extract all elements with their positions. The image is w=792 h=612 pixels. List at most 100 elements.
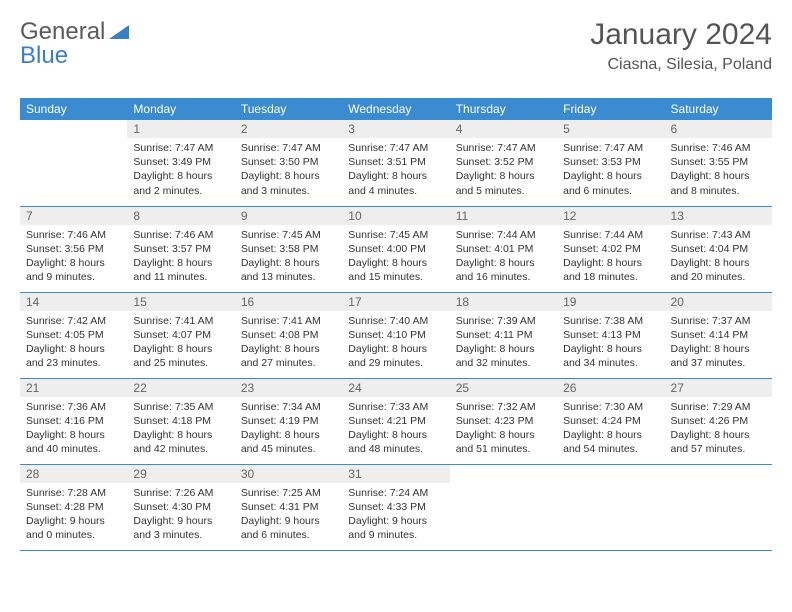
day-number: 15 bbox=[127, 293, 234, 311]
calendar-week-row: 14Sunrise: 7:42 AMSunset: 4:05 PMDayligh… bbox=[20, 292, 772, 378]
weekday-header: Friday bbox=[557, 98, 664, 120]
day-details: Sunrise: 7:32 AMSunset: 4:23 PMDaylight:… bbox=[450, 397, 557, 460]
calendar-day-cell: 20Sunrise: 7:37 AMSunset: 4:14 PMDayligh… bbox=[665, 292, 772, 378]
logo-triangle-icon bbox=[109, 23, 129, 39]
calendar-day-cell: 18Sunrise: 7:39 AMSunset: 4:11 PMDayligh… bbox=[450, 292, 557, 378]
day-details: Sunrise: 7:40 AMSunset: 4:10 PMDaylight:… bbox=[342, 311, 449, 374]
calendar-day-cell: . bbox=[20, 120, 127, 206]
day-details: Sunrise: 7:39 AMSunset: 4:11 PMDaylight:… bbox=[450, 311, 557, 374]
day-number: 23 bbox=[235, 379, 342, 397]
day-number: 17 bbox=[342, 293, 449, 311]
weekday-header: Monday bbox=[127, 98, 234, 120]
weekday-header: Thursday bbox=[450, 98, 557, 120]
calendar-day-cell: 8Sunrise: 7:46 AMSunset: 3:57 PMDaylight… bbox=[127, 206, 234, 292]
day-number: 28 bbox=[20, 465, 127, 483]
calendar-day-cell: 29Sunrise: 7:26 AMSunset: 4:30 PMDayligh… bbox=[127, 464, 234, 550]
logo-blue-text: Blue bbox=[20, 42, 68, 70]
day-number: 10 bbox=[342, 207, 449, 225]
day-number: 1 bbox=[127, 120, 234, 138]
calendar-week-row: 21Sunrise: 7:36 AMSunset: 4:16 PMDayligh… bbox=[20, 378, 772, 464]
calendar-day-cell: 11Sunrise: 7:44 AMSunset: 4:01 PMDayligh… bbox=[450, 206, 557, 292]
calendar-day-cell: 3Sunrise: 7:47 AMSunset: 3:51 PMDaylight… bbox=[342, 120, 449, 206]
day-details: Sunrise: 7:25 AMSunset: 4:31 PMDaylight:… bbox=[235, 483, 342, 546]
day-details: Sunrise: 7:28 AMSunset: 4:28 PMDaylight:… bbox=[20, 483, 127, 546]
day-number: 18 bbox=[450, 293, 557, 311]
day-number: 8 bbox=[127, 207, 234, 225]
calendar-week-row: 28Sunrise: 7:28 AMSunset: 4:28 PMDayligh… bbox=[20, 464, 772, 550]
day-number: 19 bbox=[557, 293, 664, 311]
day-number: 22 bbox=[127, 379, 234, 397]
day-number: 25 bbox=[450, 379, 557, 397]
day-details: Sunrise: 7:46 AMSunset: 3:55 PMDaylight:… bbox=[665, 138, 772, 201]
day-number: 4 bbox=[450, 120, 557, 138]
day-details: Sunrise: 7:47 AMSunset: 3:50 PMDaylight:… bbox=[235, 138, 342, 201]
calendar-day-cell: 12Sunrise: 7:44 AMSunset: 4:02 PMDayligh… bbox=[557, 206, 664, 292]
calendar-day-cell: 22Sunrise: 7:35 AMSunset: 4:18 PMDayligh… bbox=[127, 378, 234, 464]
day-details: Sunrise: 7:47 AMSunset: 3:53 PMDaylight:… bbox=[557, 138, 664, 201]
day-details: Sunrise: 7:46 AMSunset: 3:56 PMDaylight:… bbox=[20, 225, 127, 288]
calendar-day-cell: 16Sunrise: 7:41 AMSunset: 4:08 PMDayligh… bbox=[235, 292, 342, 378]
day-number: 31 bbox=[342, 465, 449, 483]
day-details: Sunrise: 7:35 AMSunset: 4:18 PMDaylight:… bbox=[127, 397, 234, 460]
calendar-day-cell: 2Sunrise: 7:47 AMSunset: 3:50 PMDaylight… bbox=[235, 120, 342, 206]
day-number: 26 bbox=[557, 379, 664, 397]
title-block: January 2024 Ciasna, Silesia, Poland bbox=[590, 18, 772, 74]
day-number: 7 bbox=[20, 207, 127, 225]
calendar-day-cell: 19Sunrise: 7:38 AMSunset: 4:13 PMDayligh… bbox=[557, 292, 664, 378]
day-details: Sunrise: 7:47 AMSunset: 3:52 PMDaylight:… bbox=[450, 138, 557, 201]
calendar-day-cell: 27Sunrise: 7:29 AMSunset: 4:26 PMDayligh… bbox=[665, 378, 772, 464]
day-number: 29 bbox=[127, 465, 234, 483]
day-details: Sunrise: 7:43 AMSunset: 4:04 PMDaylight:… bbox=[665, 225, 772, 288]
header: General January 2024 Ciasna, Silesia, Po… bbox=[20, 18, 772, 74]
day-number: 5 bbox=[557, 120, 664, 138]
day-details: Sunrise: 7:47 AMSunset: 3:51 PMDaylight:… bbox=[342, 138, 449, 201]
calendar-day-cell: 17Sunrise: 7:40 AMSunset: 4:10 PMDayligh… bbox=[342, 292, 449, 378]
calendar-day-cell: 23Sunrise: 7:34 AMSunset: 4:19 PMDayligh… bbox=[235, 378, 342, 464]
weekday-header: Wednesday bbox=[342, 98, 449, 120]
day-number: 2 bbox=[235, 120, 342, 138]
calendar-day-cell: 25Sunrise: 7:32 AMSunset: 4:23 PMDayligh… bbox=[450, 378, 557, 464]
weekday-header: Sunday bbox=[20, 98, 127, 120]
day-number: 27 bbox=[665, 379, 772, 397]
calendar-day-cell: 9Sunrise: 7:45 AMSunset: 3:58 PMDaylight… bbox=[235, 206, 342, 292]
calendar-day-cell: 24Sunrise: 7:33 AMSunset: 4:21 PMDayligh… bbox=[342, 378, 449, 464]
day-number: 24 bbox=[342, 379, 449, 397]
day-number: 12 bbox=[557, 207, 664, 225]
day-details: Sunrise: 7:33 AMSunset: 4:21 PMDaylight:… bbox=[342, 397, 449, 460]
day-details: Sunrise: 7:38 AMSunset: 4:13 PMDaylight:… bbox=[557, 311, 664, 374]
calendar-day-cell: . bbox=[450, 464, 557, 550]
day-number: 11 bbox=[450, 207, 557, 225]
calendar-day-cell: 5Sunrise: 7:47 AMSunset: 3:53 PMDaylight… bbox=[557, 120, 664, 206]
calendar-day-cell: 28Sunrise: 7:28 AMSunset: 4:28 PMDayligh… bbox=[20, 464, 127, 550]
day-number: 6 bbox=[665, 120, 772, 138]
day-details: Sunrise: 7:44 AMSunset: 4:02 PMDaylight:… bbox=[557, 225, 664, 288]
location-subtitle: Ciasna, Silesia, Poland bbox=[590, 56, 772, 74]
day-details: Sunrise: 7:24 AMSunset: 4:33 PMDaylight:… bbox=[342, 483, 449, 546]
calendar-day-cell: 10Sunrise: 7:45 AMSunset: 4:00 PMDayligh… bbox=[342, 206, 449, 292]
day-details: Sunrise: 7:42 AMSunset: 4:05 PMDaylight:… bbox=[20, 311, 127, 374]
calendar-day-cell: 6Sunrise: 7:46 AMSunset: 3:55 PMDaylight… bbox=[665, 120, 772, 206]
day-details: Sunrise: 7:41 AMSunset: 4:08 PMDaylight:… bbox=[235, 311, 342, 374]
day-details: Sunrise: 7:45 AMSunset: 4:00 PMDaylight:… bbox=[342, 225, 449, 288]
calendar-table: Sunday Monday Tuesday Wednesday Thursday… bbox=[20, 98, 772, 551]
calendar-day-cell: . bbox=[557, 464, 664, 550]
calendar-day-cell: . bbox=[665, 464, 772, 550]
month-title: January 2024 bbox=[590, 18, 772, 52]
day-details: Sunrise: 7:46 AMSunset: 3:57 PMDaylight:… bbox=[127, 225, 234, 288]
calendar-week-row: .1Sunrise: 7:47 AMSunset: 3:49 PMDayligh… bbox=[20, 120, 772, 206]
calendar-day-cell: 30Sunrise: 7:25 AMSunset: 4:31 PMDayligh… bbox=[235, 464, 342, 550]
calendar-day-cell: 21Sunrise: 7:36 AMSunset: 4:16 PMDayligh… bbox=[20, 378, 127, 464]
day-details: Sunrise: 7:30 AMSunset: 4:24 PMDaylight:… bbox=[557, 397, 664, 460]
calendar-day-cell: 15Sunrise: 7:41 AMSunset: 4:07 PMDayligh… bbox=[127, 292, 234, 378]
day-number: 9 bbox=[235, 207, 342, 225]
day-details: Sunrise: 7:41 AMSunset: 4:07 PMDaylight:… bbox=[127, 311, 234, 374]
day-details: Sunrise: 7:45 AMSunset: 3:58 PMDaylight:… bbox=[235, 225, 342, 288]
calendar-week-row: 7Sunrise: 7:46 AMSunset: 3:56 PMDaylight… bbox=[20, 206, 772, 292]
calendar-day-cell: 7Sunrise: 7:46 AMSunset: 3:56 PMDaylight… bbox=[20, 206, 127, 292]
day-details: Sunrise: 7:37 AMSunset: 4:14 PMDaylight:… bbox=[665, 311, 772, 374]
calendar-day-cell: 4Sunrise: 7:47 AMSunset: 3:52 PMDaylight… bbox=[450, 120, 557, 206]
weekday-header: Tuesday bbox=[235, 98, 342, 120]
calendar-day-cell: 31Sunrise: 7:24 AMSunset: 4:33 PMDayligh… bbox=[342, 464, 449, 550]
weekday-header: Saturday bbox=[665, 98, 772, 120]
day-number: 30 bbox=[235, 465, 342, 483]
